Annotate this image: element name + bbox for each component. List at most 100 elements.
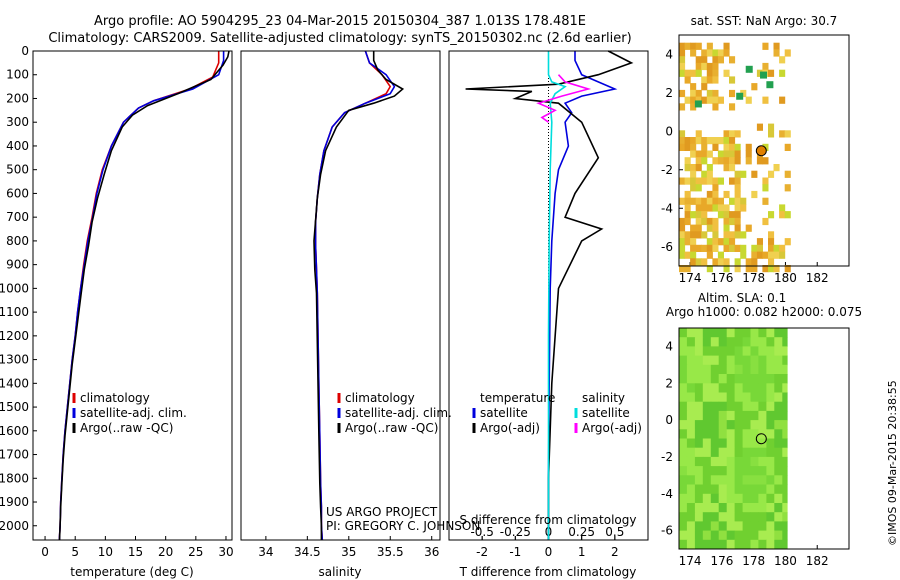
sst-cell — [784, 143, 791, 151]
sst-cell — [779, 96, 786, 104]
sst-cell — [712, 56, 719, 64]
sla-cell — [782, 484, 788, 495]
sla-cell — [766, 438, 775, 449]
sla-cell — [718, 420, 728, 430]
sla-cell — [742, 466, 751, 476]
sla-cell — [694, 484, 704, 495]
map-x-tick-label: 178 — [742, 271, 765, 285]
temperature-xlabel: temperature (deg C) — [70, 565, 193, 579]
sla-cell — [679, 346, 688, 357]
sla-cell — [750, 484, 759, 495]
sla-cell — [702, 539, 712, 550]
sla-cell — [679, 493, 688, 504]
sla-cell — [774, 392, 783, 403]
map-x-tick-label: 178 — [742, 554, 765, 568]
sst-cell — [679, 49, 686, 57]
series-satellite-adj-clim- — [58, 51, 225, 540]
sst-cell — [729, 177, 736, 185]
sla-cell — [679, 420, 688, 430]
sla-cell — [726, 512, 736, 522]
salinity-xlabel: salinity — [318, 565, 361, 579]
sst-cell — [712, 157, 719, 165]
map-x-tick-label: 182 — [806, 554, 829, 568]
sst-cell — [695, 89, 702, 98]
sla-cell — [718, 401, 728, 412]
sla-cell — [766, 539, 775, 550]
sla-cell — [742, 429, 751, 439]
sla-cell — [710, 521, 720, 532]
sla-cell — [782, 383, 788, 393]
sla-cell — [766, 493, 775, 504]
sla-cell — [718, 512, 728, 522]
sla-cell — [766, 346, 775, 357]
sst-cell — [751, 251, 758, 259]
sla-cell — [734, 410, 743, 421]
sst-cell — [679, 265, 686, 273]
sla-cell — [750, 521, 759, 532]
sst-cell — [773, 265, 780, 273]
y-tick-label: 1200 — [0, 329, 29, 343]
sst-cell — [734, 224, 741, 232]
sst-cell — [695, 130, 702, 138]
sla-cell — [686, 355, 696, 366]
sst-cell — [695, 258, 702, 266]
x-tick-label: 5 — [71, 545, 79, 559]
sla-cell — [679, 512, 688, 522]
sst-cell — [729, 89, 736, 98]
sla-cell — [774, 401, 783, 412]
legend-temperature-title: temperature — [480, 391, 555, 405]
sla-cell — [766, 447, 775, 458]
sla-cell — [766, 512, 775, 522]
sst-cell — [695, 157, 702, 165]
sla-cell — [686, 503, 696, 513]
sla-cell — [686, 364, 696, 375]
sla-cell — [718, 521, 728, 532]
legend-s-argo-label: Argo(-adj) — [582, 421, 642, 435]
sst-cell — [690, 150, 697, 158]
sst-cell — [729, 238, 736, 246]
x-tick-label: 35 — [341, 545, 356, 559]
sla-cell — [710, 328, 720, 338]
sst-cell — [690, 244, 697, 252]
sst-cell — [729, 137, 736, 145]
y-tick-label: 1700 — [0, 448, 29, 462]
sst-cell — [690, 69, 697, 77]
sla-cell — [774, 328, 783, 338]
sst-cell — [701, 217, 708, 226]
sst-cell — [723, 217, 730, 226]
sla-cell — [710, 410, 720, 421]
sst-cell — [701, 62, 708, 71]
sla-cell — [734, 401, 743, 412]
legend-argo-label: Argo(..raw -QC) — [80, 421, 173, 435]
sst-cell — [690, 49, 697, 57]
sla-cell — [742, 410, 751, 421]
sst-cell — [706, 190, 713, 199]
sla-cell — [766, 530, 775, 541]
sla-map-frame — [678, 327, 850, 550]
sla-cell — [694, 521, 704, 532]
sla-cell — [766, 466, 775, 476]
y-tick-label: 200 — [6, 91, 29, 105]
sst-cell — [690, 170, 697, 178]
sla-cell — [766, 337, 775, 347]
sst-cell — [706, 170, 713, 178]
sla-cell — [774, 475, 783, 485]
sst-cell — [712, 137, 719, 145]
sst-cell — [679, 244, 686, 252]
sla-cell — [750, 456, 759, 467]
sla-cell — [718, 530, 728, 541]
sst-cell — [690, 177, 697, 185]
series-climatology — [314, 50, 392, 541]
sla-cell — [726, 420, 736, 430]
sla-cell — [766, 410, 775, 421]
sla-cell — [702, 466, 712, 476]
sst-cell — [706, 204, 713, 212]
sla-cell — [710, 401, 720, 412]
sla-cell — [726, 493, 736, 504]
sst-cell — [762, 177, 769, 185]
map-x-tick-label: 176 — [710, 271, 733, 285]
sla-cell — [694, 539, 704, 550]
sla-cell — [702, 429, 712, 439]
sla-cell — [702, 420, 712, 430]
